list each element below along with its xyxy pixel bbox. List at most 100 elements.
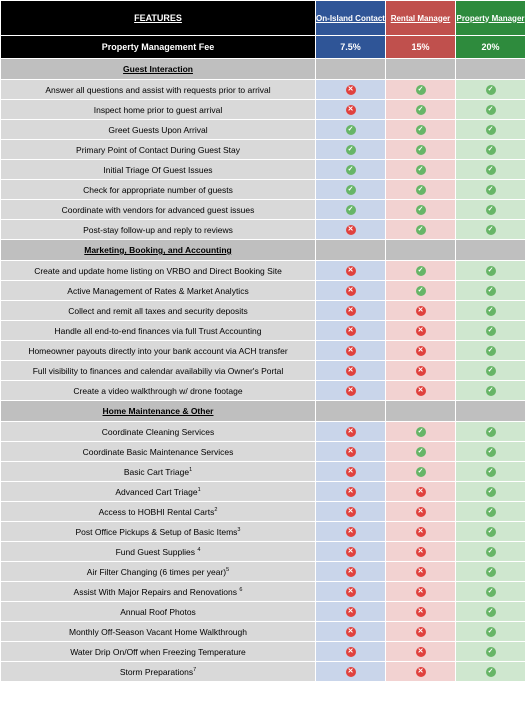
feature-cell: Initial Triage Of Guest Issues (0, 159, 316, 180)
feature-cell: Collect and remit all taxes and security… (0, 300, 316, 321)
feature-cell: Post-stay follow-up and reply to reviews (0, 219, 316, 240)
status-cell-rental-manager: ✕ (385, 300, 456, 321)
status-cell-on-island-contact: ✓ (315, 119, 386, 140)
feature-label: Handle all end-to-end finances via full … (54, 325, 262, 336)
table-row: Storm Preparations7 ✕ ✕ ✓ (0, 661, 525, 682)
status-cell-property-manager: ✓ (455, 79, 525, 100)
x-icon: ✕ (345, 606, 356, 617)
x-icon: ✕ (415, 646, 426, 657)
status-cell-on-island-contact: ✓ (315, 179, 386, 200)
check-icon: ✓ (485, 385, 496, 396)
feature-label: Assist With Major Repairs and Renovation… (73, 586, 240, 597)
feature-cell: Storm Preparations7 (0, 661, 316, 682)
feature-label: Primary Point of Contact During Guest St… (76, 144, 240, 155)
status-cell-property-manager: ✓ (455, 199, 525, 220)
x-icon: ✕ (345, 526, 356, 537)
x-icon: ✕ (345, 586, 356, 597)
status-cell-on-island-contact: ✕ (315, 280, 386, 301)
x-icon: ✕ (345, 506, 356, 517)
status-cell-rental-manager: ✕ (385, 561, 456, 582)
x-icon: ✕ (415, 566, 426, 577)
x-icon: ✕ (415, 486, 426, 497)
check-icon: ✓ (415, 84, 426, 95)
check-icon: ✓ (485, 365, 496, 376)
x-icon: ✕ (415, 385, 426, 396)
check-icon: ✓ (485, 666, 496, 677)
table-row: Homeowner payouts directly into your ban… (0, 340, 525, 361)
status-cell-property-manager: ✓ (455, 441, 525, 462)
table-row: Fund Guest Supplies 4 ✕ ✕ ✓ (0, 541, 525, 562)
status-cell-rental-manager: ✕ (385, 380, 456, 401)
check-icon: ✓ (415, 124, 426, 135)
check-icon: ✓ (415, 164, 426, 175)
check-icon: ✓ (485, 104, 496, 115)
section-header-cell (455, 400, 525, 422)
status-cell-property-manager: ✓ (455, 300, 525, 321)
feature-label: Initial Triage Of Guest Issues (103, 164, 213, 175)
status-cell-rental-manager: ✓ (385, 139, 456, 160)
status-cell-property-manager: ✓ (455, 521, 525, 542)
feature-cell: Advanced Cart Triage1 (0, 481, 316, 502)
status-cell-property-manager: ✓ (455, 139, 525, 160)
check-icon: ✓ (415, 224, 426, 235)
footnote-marker: 2 (214, 506, 218, 513)
feature-label: Active Management of Rates & Market Anal… (67, 285, 249, 296)
feature-cell: Assist With Major Repairs and Renovation… (0, 581, 316, 602)
check-icon: ✓ (485, 586, 496, 597)
feature-label: Create and update home listing on VRBO a… (34, 265, 282, 276)
status-cell-property-manager: ✓ (455, 601, 525, 622)
x-icon: ✕ (345, 265, 356, 276)
x-icon: ✕ (415, 526, 426, 537)
x-icon: ✕ (345, 104, 356, 115)
table-row: Assist With Major Repairs and Renovation… (0, 581, 525, 602)
status-cell-on-island-contact: ✕ (315, 219, 386, 240)
status-cell-property-manager: ✓ (455, 421, 525, 442)
check-icon: ✓ (485, 144, 496, 155)
plan-header-rental-manager: Rental Manager (385, 0, 456, 36)
status-cell-on-island-contact: ✓ (315, 159, 386, 180)
table-row: Active Management of Rates & Market Anal… (0, 280, 525, 301)
status-cell-rental-manager: ✕ (385, 581, 456, 602)
section-header-row: Guest Interaction (0, 58, 525, 80)
feature-cell: Greet Guests Upon Arrival (0, 119, 316, 140)
status-cell-property-manager: ✓ (455, 641, 525, 662)
check-icon: ✓ (415, 144, 426, 155)
feature-label: Answer all questions and assist with req… (45, 84, 271, 95)
check-icon: ✓ (415, 265, 426, 276)
status-cell-on-island-contact: ✓ (315, 139, 386, 160)
status-cell-on-island-contact: ✕ (315, 380, 386, 401)
x-icon: ✕ (345, 546, 356, 557)
status-cell-rental-manager: ✓ (385, 199, 456, 220)
status-cell-property-manager: ✓ (455, 219, 525, 240)
status-cell-rental-manager: ✓ (385, 441, 456, 462)
table-row: Water Drip On/Off when Freezing Temperat… (0, 641, 525, 662)
status-cell-rental-manager: ✕ (385, 360, 456, 381)
feature-cell: Homeowner payouts directly into your ban… (0, 340, 316, 361)
footnote-marker: 7 (193, 666, 197, 673)
status-cell-property-manager: ✓ (455, 179, 525, 200)
table-row: Create and update home listing on VRBO a… (0, 260, 525, 281)
feature-cell: Monthly Off-Season Vacant Home Walkthrou… (0, 621, 316, 642)
section-header-cell (455, 239, 525, 261)
check-icon: ✓ (485, 325, 496, 336)
feature-label: Water Drip On/Off when Freezing Temperat… (70, 646, 246, 657)
x-icon: ✕ (415, 365, 426, 376)
x-icon: ✕ (345, 666, 356, 677)
status-cell-rental-manager: ✓ (385, 280, 456, 301)
status-cell-on-island-contact: ✕ (315, 561, 386, 582)
table-row: Inspect home prior to guest arrival ✕ ✓ ✓ (0, 99, 525, 120)
header-row: FEATURES On-Island Contact Rental Manage… (0, 0, 525, 36)
feature-label: Basic Cart Triage (123, 466, 190, 477)
footnote-marker: 6 (239, 586, 243, 593)
feature-comparison-table: FEATURES On-Island Contact Rental Manage… (0, 0, 525, 682)
table-row: Annual Roof Photos ✕ ✕ ✓ (0, 601, 525, 622)
status-cell-on-island-contact: ✕ (315, 581, 386, 602)
check-icon: ✓ (485, 224, 496, 235)
check-icon: ✓ (345, 164, 356, 175)
x-icon: ✕ (415, 345, 426, 356)
table-row: Full visibility to finances and calendar… (0, 360, 525, 381)
x-icon: ✕ (345, 566, 356, 577)
table-row: Coordinate Cleaning Services ✕ ✓ ✓ (0, 421, 525, 442)
check-icon: ✓ (415, 104, 426, 115)
status-cell-on-island-contact: ✕ (315, 99, 386, 120)
